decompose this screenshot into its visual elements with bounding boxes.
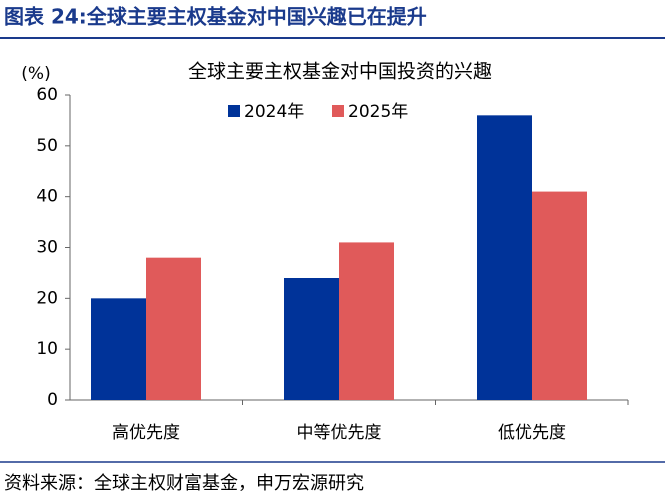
legend-label: 2024年 — [244, 102, 304, 122]
legend-label: 2025年 — [348, 102, 408, 122]
bar — [339, 242, 394, 400]
y-tick-label: 50 — [36, 136, 58, 156]
y-tick-label: 0 — [47, 390, 58, 410]
y-tick-label: 10 — [36, 339, 58, 359]
bar — [477, 115, 532, 400]
bar — [146, 257, 201, 400]
source: 资料来源：全球主权财富基金，申万宏源研究 — [4, 473, 364, 494]
x-tick-label: 高优先度 — [112, 423, 180, 443]
y-tick-label: 40 — [36, 187, 58, 207]
bar — [532, 191, 587, 400]
y-tick-label: 30 — [36, 238, 58, 258]
y-tick-label: 20 — [36, 288, 58, 308]
legend-swatch — [332, 105, 344, 117]
header: 图表 24:全球主要主权基金对中国兴趣已在提升 — [4, 5, 427, 29]
y-tick-label: 60 — [36, 85, 58, 105]
chart-title: 全球主要主权基金对中国投资的兴趣 — [188, 61, 492, 83]
x-tick-label: 中等优先度 — [297, 423, 382, 443]
bar — [91, 298, 146, 400]
legend-swatch — [228, 105, 240, 117]
y-axis-label: (%) — [21, 64, 50, 84]
x-tick-label: 低优先度 — [498, 423, 566, 443]
bar — [284, 278, 339, 400]
